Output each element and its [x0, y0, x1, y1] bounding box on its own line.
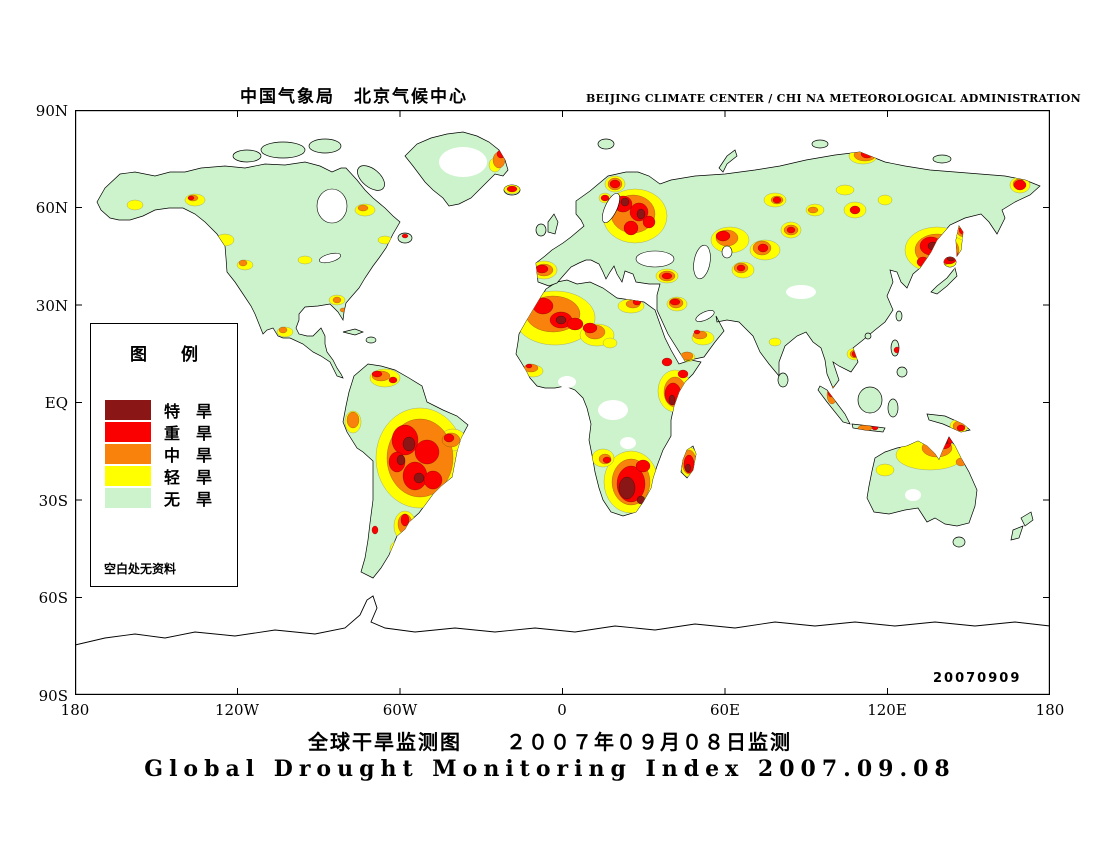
- lat-label-60s: 60S: [38, 589, 68, 607]
- lon-label-120w: 120W: [214, 701, 260, 719]
- no-data-patches: [439, 147, 921, 501]
- new-zealand-north-island: [1020, 511, 1034, 527]
- tasmania-island: [952, 536, 966, 548]
- hainan-island: [864, 332, 872, 340]
- mindanao-island: [896, 366, 908, 378]
- sri-lanka-island: [777, 372, 789, 388]
- legend-item-moderate: 中 旱: [105, 443, 237, 465]
- sulawesi-island: [887, 398, 899, 418]
- black-sea: [635, 250, 675, 268]
- inland-seas: [316, 188, 733, 322]
- date-stamp: 20070909: [933, 671, 1022, 686]
- caspian-sea: [693, 244, 711, 280]
- legend-swatch-light: [105, 466, 151, 486]
- arctic-island: [232, 149, 262, 163]
- lon-label-60w: 60W: [382, 701, 418, 719]
- lon-label-120e: 120E: [867, 701, 907, 719]
- world-drought-map: 图 例 特 旱 重 旱 中 旱 轻 旱: [75, 110, 1050, 695]
- arctic-island: [308, 138, 342, 154]
- legend-rows: 特 旱 重 旱 中 旱 轻 旱 无 旱: [105, 399, 237, 509]
- lat-label-30n: 30N: [35, 297, 68, 315]
- legend-item-light: 轻 旱: [105, 465, 237, 487]
- sumatra-island: [817, 385, 851, 425]
- baltic-sea: [602, 192, 620, 224]
- legend-item-extreme: 特 旱: [105, 399, 237, 421]
- drought-extreme-regions: [396, 197, 956, 505]
- lon-label-180e: 180: [1035, 701, 1065, 719]
- lat-label-60n: 60N: [35, 199, 68, 217]
- hispaniola-island: [365, 336, 377, 344]
- legend-item-none: 无 旱: [105, 487, 237, 509]
- header-title-chinese: 中国气象局 北京气候中心: [240, 87, 468, 107]
- lat-label-eq: EQ: [44, 394, 68, 412]
- lat-label-30s: 30S: [38, 492, 68, 510]
- footer-title-chinese: 全球干旱监测图 ２００７年０９月０８日监测: [308, 730, 792, 754]
- lat-label-90s: 90S: [38, 687, 68, 705]
- axis-ticks: [75, 110, 1050, 695]
- antarctica-landmass: [75, 595, 1050, 695]
- lon-label-0: 0: [557, 701, 567, 719]
- britain-island: [547, 213, 559, 235]
- legend-label-moderate: 中 旱: [164, 446, 213, 465]
- ireland-island: [535, 223, 547, 237]
- severnaya-zemlya-island: [811, 139, 829, 149]
- great-lakes: [319, 252, 341, 264]
- lon-label-180w: 180: [60, 701, 90, 719]
- legend-label-severe: 重 旱: [164, 424, 213, 443]
- hudson-bay: [316, 188, 348, 224]
- honshu-island: [930, 267, 958, 295]
- legend-label-light: 轻 旱: [164, 468, 213, 487]
- lon-label-60e: 60E: [709, 701, 741, 719]
- novaya-zemlya-island: [718, 149, 738, 173]
- arctic-island: [260, 141, 306, 159]
- taiwan-island: [895, 310, 903, 322]
- landmasses: [96, 131, 1041, 579]
- persian-gulf: [695, 310, 715, 322]
- new-zealand-south-island: [1010, 525, 1024, 541]
- new-siberian-island: [932, 154, 952, 164]
- legend-title: 图 例: [130, 345, 198, 365]
- header-title-english: BEIJING CLIMATE CENTER / CHI NA METEOROL…: [586, 92, 1081, 105]
- world-map-svg: [75, 110, 1050, 695]
- cuba-island: [342, 328, 364, 336]
- legend-item-severe: 重 旱: [105, 421, 237, 443]
- map-frame: [75, 110, 1050, 695]
- legend-box: 图 例 特 旱 重 旱 中 旱 轻 旱: [90, 323, 238, 587]
- footer-title-english: Global Drought Monitoring Index 2007.09.…: [144, 756, 956, 782]
- legend-swatch-extreme: [105, 400, 151, 420]
- legend-swatch-severe: [105, 422, 151, 442]
- legend-swatch-moderate: [105, 444, 151, 464]
- borneo-island: [857, 386, 883, 414]
- aral-sea: [721, 245, 733, 259]
- svalbard-island: [597, 138, 615, 150]
- legend-label-extreme: 特 旱: [164, 402, 213, 421]
- legend-swatch-none: [105, 488, 151, 508]
- legend-note: 空白处无资料: [104, 562, 177, 576]
- lat-label-90n: 90N: [35, 102, 68, 120]
- legend-label-none: 无 旱: [164, 490, 213, 509]
